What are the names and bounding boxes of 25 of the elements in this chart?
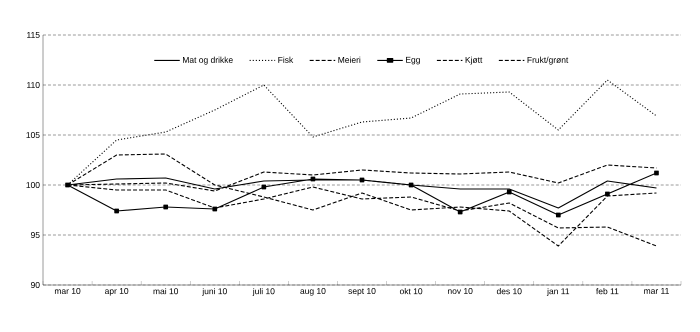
x-tick-label: des 10: [496, 288, 522, 294]
legend-label: Fisk: [278, 56, 294, 63]
legend-label: Frukt/grønt: [528, 56, 568, 65]
legend-label: Kjøtt: [466, 56, 482, 65]
y-tick-label: 100: [26, 182, 40, 188]
y-tick-label: 95: [30, 232, 40, 238]
legend-label: Egg: [406, 56, 420, 64]
x-tick-label: mai 10: [154, 288, 178, 294]
x-tick-label: juli 10: [252, 288, 275, 296]
y-tick-label: 110: [27, 82, 40, 88]
x-tick-label: aug 10: [300, 288, 326, 296]
y-tick-label: 90: [30, 282, 40, 288]
y-tick-label: 115: [27, 32, 40, 38]
x-tick-label: jan 11: [546, 288, 570, 296]
x-tick-label: mar 11: [644, 288, 669, 294]
x-tick-label: okt 10: [400, 288, 422, 294]
x-tick-label: feb 11: [596, 288, 618, 294]
y-tick-label: 105: [26, 132, 40, 138]
legend-label: Meieri: [338, 56, 360, 63]
x-tick-label: mar 10: [54, 288, 80, 294]
x-tick-label: juni 10: [202, 288, 227, 296]
x-tick-label: sept 10: [348, 288, 376, 296]
x-tick-label: apr 10: [104, 288, 128, 296]
legend-label: Mat og drikke: [183, 56, 233, 65]
x-tick-label: nov 10: [448, 288, 473, 294]
